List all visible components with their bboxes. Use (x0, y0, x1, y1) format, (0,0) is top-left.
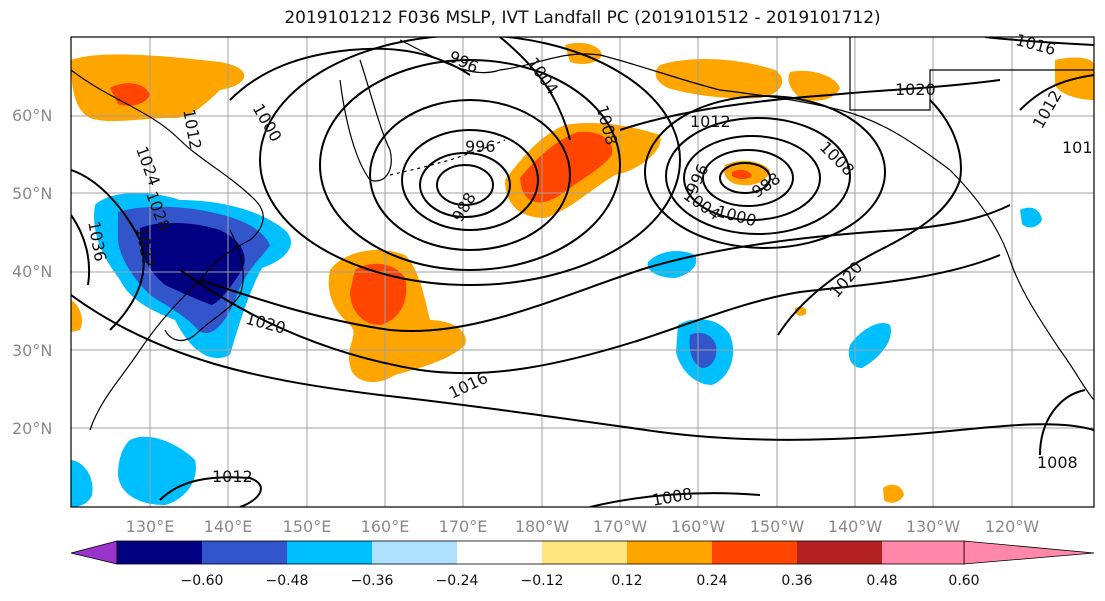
coast-asia-east (71, 69, 264, 431)
ivt-positive-aleutian-core (520, 131, 613, 203)
isobar-low-west-1 (436, 164, 494, 206)
lon-labels: 130°E 140°E 150°E 160°E 170°E 180°W 170°… (126, 517, 1040, 536)
colorbar-segment (797, 541, 882, 564)
ivt-positive-alaska-east (788, 70, 840, 101)
lon-label: 160°E (361, 517, 410, 536)
colorbar-tick-label: −0.24 (436, 573, 479, 589)
lat-label: 20°N (12, 419, 52, 438)
coast-alaska (399, 39, 1011, 261)
colorbar-segment (627, 541, 712, 564)
map-frame (70, 36, 1095, 508)
isobar-label: 996 (465, 137, 496, 156)
ivt-positive-okhotsk (71, 54, 245, 122)
colorbar-segment (882, 541, 964, 564)
colorbar-tick-label: 0.48 (866, 573, 897, 589)
isobar-low-west-5 (319, 59, 621, 271)
lon-label: 170°W (593, 517, 648, 536)
isobar-north-2 (499, 37, 571, 141)
ivt-negative-southwest (71, 460, 93, 507)
isobar-1020-east (777, 99, 962, 336)
isobar-low-west-4 (369, 99, 571, 251)
lon-label: 160°W (671, 517, 726, 536)
isobar-label: 1020 (895, 80, 936, 99)
ivt-positive-gulf-core (732, 169, 752, 179)
isobar-north-4 (984, 37, 1094, 46)
isobar-north-3 (619, 79, 1001, 131)
colorbar-tick-label: −0.12 (521, 573, 564, 589)
isobar-1016 (179, 254, 1001, 375)
colorbar-segment (542, 541, 627, 564)
isobar-low-east-4 (665, 117, 851, 235)
isobar-1008-se (1039, 389, 1086, 456)
lon-label: 140°W (828, 517, 883, 536)
isobar-label: 1012 (212, 467, 253, 486)
isobar-ne (1019, 74, 1094, 111)
lon-label: 180°W (515, 517, 570, 536)
isobar-1020-south (199, 204, 1011, 333)
colorbar-tick-label: 0.24 (696, 573, 727, 589)
coastlines (71, 37, 1094, 431)
isobar-1012-sw (159, 476, 262, 507)
lat-label: 60°N (12, 106, 52, 125)
coast-japan (164, 229, 244, 342)
colorbar-tick-label: 0.12 (611, 573, 642, 589)
ivt-negative-japan-core (139, 222, 245, 305)
ivt-negative-east (848, 322, 891, 368)
colorbar-tick-label: 0.36 (781, 573, 812, 589)
colorbar-tick-label: −0.36 (351, 573, 394, 589)
colorbar-segment (287, 541, 372, 564)
colorbar-left-arrow (70, 540, 118, 565)
coast-kamchatka (339, 59, 392, 182)
ivt-positive-small1 (883, 484, 904, 503)
map-grid (71, 37, 1094, 507)
isobar-high-west-2 (71, 214, 91, 286)
isobar-label: 1012 (690, 112, 731, 131)
coast-na-west (1009, 259, 1094, 401)
coast-north-canada (849, 37, 1094, 111)
isobar-low-west-2 (419, 152, 511, 218)
isobar-label: 1008 (1037, 453, 1078, 472)
colorbar-tick-label: −0.48 (266, 573, 309, 589)
lon-label: 170°E (439, 517, 488, 536)
lat-label: 50°N (12, 184, 52, 203)
lat-label: 30°N (12, 341, 52, 360)
colorbar-segment (712, 541, 797, 564)
isobar-north-1 (229, 47, 471, 101)
isobar-high-west-1 (71, 169, 145, 331)
lon-label: 130°E (126, 517, 175, 536)
lon-label: 120°W (985, 517, 1040, 536)
lon-label: 140°E (204, 517, 253, 536)
lon-label: 130°W (906, 517, 961, 536)
colorbar-segment (457, 541, 542, 564)
isobar-low-east-1 (719, 162, 771, 194)
isobar-low-west-6 (259, 37, 681, 286)
ivt-positive-alaska (655, 58, 783, 99)
isobar-1012-south (71, 294, 1094, 441)
isobar-low-east-2 (702, 149, 794, 207)
isobar-low-west-3 (401, 129, 539, 231)
colorbar-segment (372, 541, 457, 564)
ivt-negative-coast (1020, 207, 1042, 228)
colorbar-segment (202, 541, 287, 564)
colorbar-outline (116, 540, 965, 565)
isobars (71, 37, 1094, 507)
colorbar-right-arrow (963, 540, 1095, 565)
colorbar: −0.60 −0.48 −0.36 −0.24 −0.12 0.12 0.24 … (70, 540, 1095, 589)
isobar-label: 101 (1062, 138, 1093, 157)
colorbar-segment (117, 541, 202, 564)
lat-labels: 60°N 50°N 40°N 30°N 20°N (12, 106, 52, 438)
colorbar-tick-label: −0.60 (181, 573, 224, 589)
ivt-positive-small3 (71, 300, 82, 332)
isobar-low-east-5 (644, 95, 886, 249)
isobar-low-east-3 (683, 135, 821, 221)
ivt-positive-west-core (350, 263, 407, 325)
lon-label: 150°E (283, 517, 332, 536)
lon-label: 150°W (750, 517, 805, 536)
colorbar-tick-label: 0.60 (948, 573, 979, 589)
map-title: 2019101212 F036 MSLP, IVT Landfall PC (2… (284, 8, 881, 28)
isobar-1008-south (589, 492, 761, 507)
lat-label: 40°N (12, 262, 52, 281)
